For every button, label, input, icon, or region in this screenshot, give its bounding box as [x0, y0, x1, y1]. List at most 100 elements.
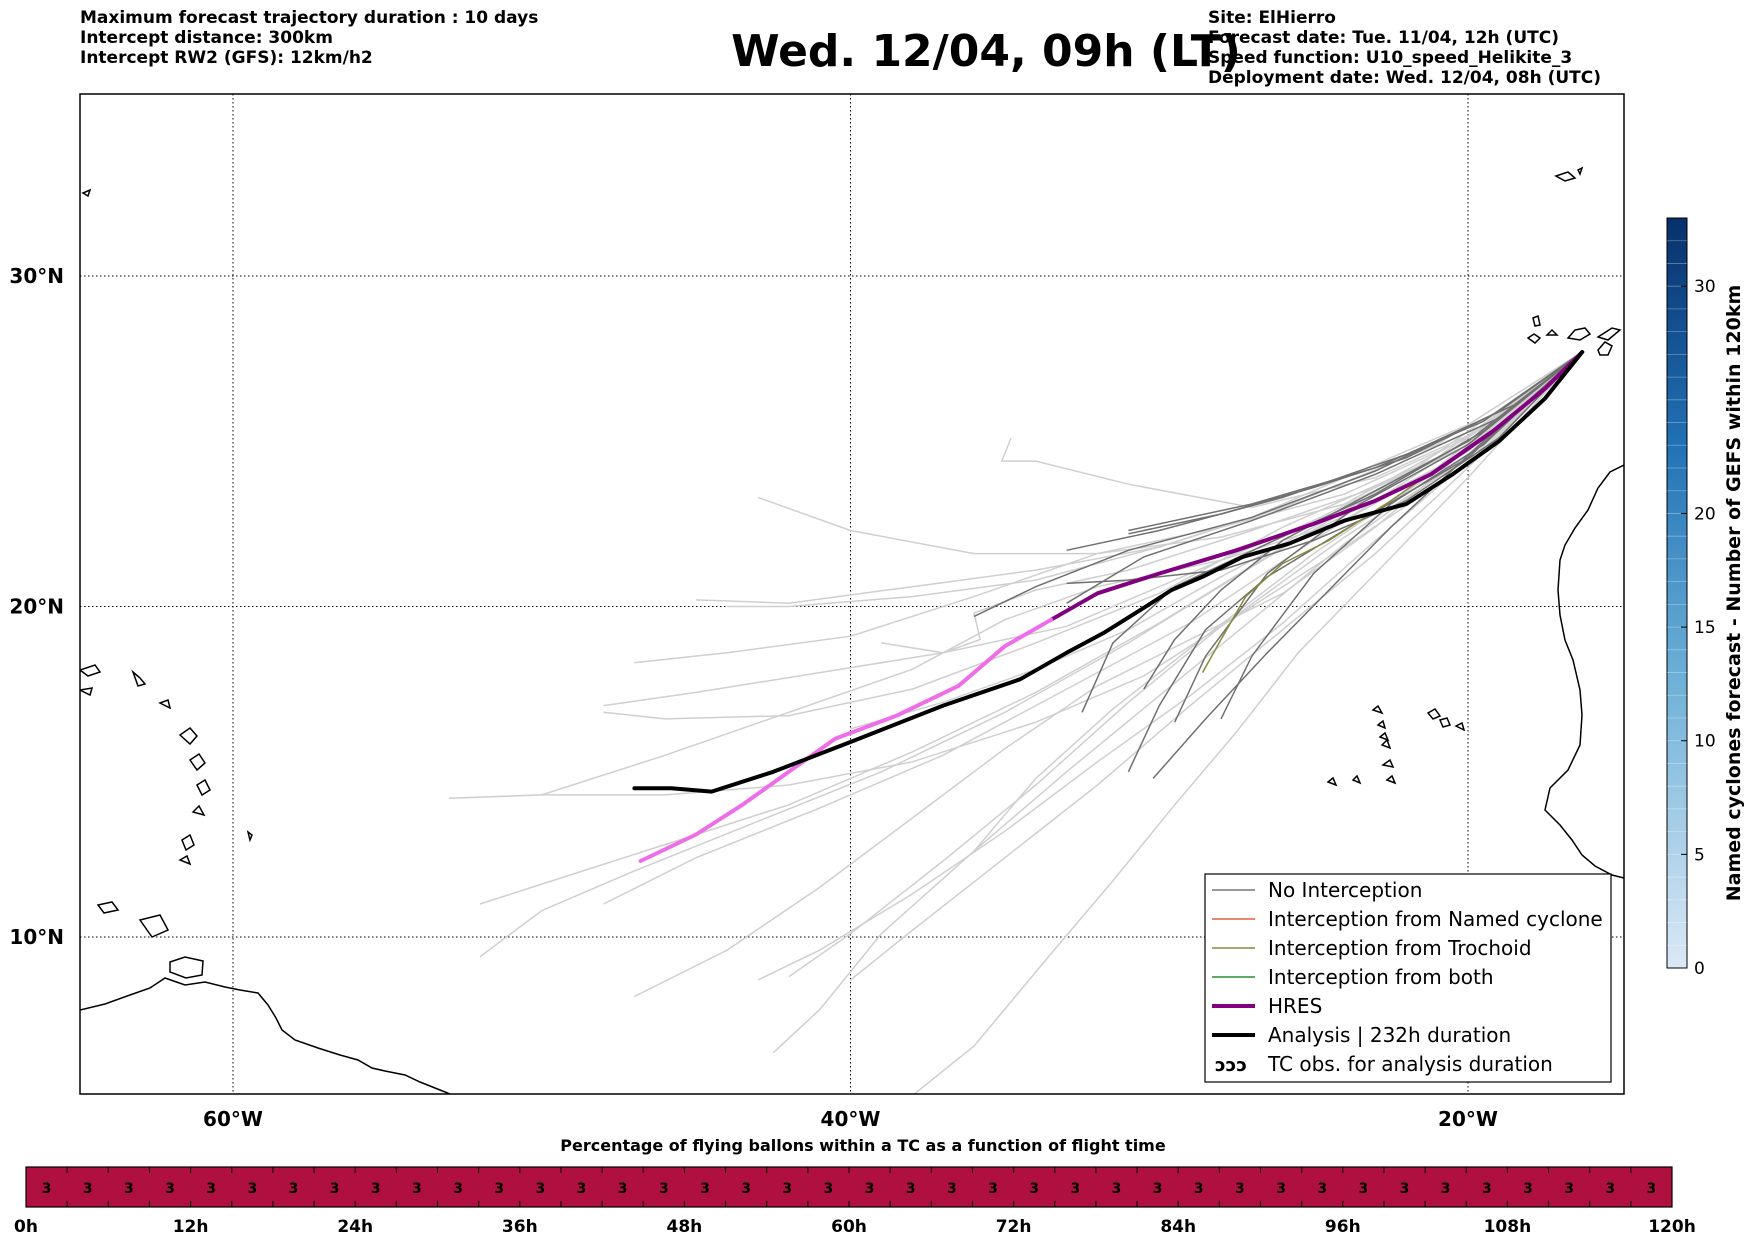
coastline-cape-verde-8: [1381, 758, 1395, 769]
lat-tick-label: 30°N: [9, 264, 64, 288]
ensemble-trajectory-faint: [913, 351, 1583, 1094]
lon-tick-label: 40°W: [821, 1107, 881, 1131]
legend-label: Interception from Named cyclone: [1268, 907, 1603, 931]
lat-tick-label: 10°N: [9, 925, 64, 949]
colorbar-tick-label: 5: [1694, 845, 1705, 865]
coastline-antilles-11: [158, 699, 172, 710]
coastline-canary-6: [1532, 314, 1541, 327]
coastline-island-a: [138, 914, 170, 938]
timeline-cell-value: 3: [1564, 1181, 1574, 1197]
colorbar-tick-label: 15: [1694, 618, 1716, 638]
timeline-cell-value: 3: [700, 1181, 710, 1197]
ensemble-trajectory-faint: [479, 351, 1583, 958]
timeline-cell-value: 3: [1235, 1181, 1245, 1197]
timeline-cell-value: 3: [289, 1181, 299, 1197]
timeline-cell-value: 3: [124, 1181, 134, 1197]
coastline-canary-2: [1545, 328, 1559, 336]
timeline-cell-value: 3: [330, 1181, 340, 1197]
ensemble-trajectory: [1220, 351, 1583, 720]
legend-label: No Interception: [1268, 878, 1422, 902]
legend-label: Interception from Trochoid: [1268, 936, 1532, 960]
coastline-cape-verde-7: [1380, 738, 1392, 750]
timeline-cell-value: 3: [494, 1181, 504, 1197]
coastline-antilles-2: [188, 752, 206, 772]
analysis-trajectory: [632, 350, 1585, 794]
coastlines: [80, 166, 1624, 1094]
timeline-cell-value: 3: [1400, 1181, 1410, 1197]
legend-label: HRES: [1268, 994, 1322, 1018]
timeline-tick-label: 96h: [1325, 1217, 1361, 1237]
coastline-trinidad: [169, 956, 204, 979]
header-left: Maximum forecast trajectory duration : 1…: [80, 8, 538, 68]
legend: No Interception Interception from Named c…: [1204, 873, 1612, 1083]
timeline-cell-value: 3: [1317, 1181, 1327, 1197]
timeline-cell-value: 3: [1276, 1181, 1286, 1197]
colorbar: 0 5 10 15 20 30 Named cyclones forecast - Num…: [1666, 217, 1745, 979]
page-title: Wed. 12/04, 09h (LT): [731, 26, 1241, 77]
legend-item: Interception from Trochoid: [1212, 936, 1532, 960]
legend-item: Interception from Named cyclone: [1212, 907, 1603, 931]
coastline-cape-verde-10: [1326, 776, 1338, 787]
ensemble-trajectory-faint: [449, 351, 1583, 799]
ensemble-trajectory: [1152, 351, 1583, 779]
header-right: Site: ElHierro Forecast date: Tue. 11/04…: [1208, 8, 1601, 88]
legend-item: No Interception: [1212, 878, 1422, 902]
timeline-tick-label: 60h: [831, 1217, 867, 1237]
timeline-cell-value: 3: [1029, 1181, 1039, 1197]
ensemble-trajectory: [1066, 351, 1583, 585]
coastline-antilles-1: [178, 726, 198, 746]
legend-label: TC obs. for analysis duration: [1267, 1052, 1553, 1076]
timeline-cell-value: 3: [247, 1181, 257, 1197]
timeline-cell-value: 3: [988, 1181, 998, 1197]
colorbar-ticks: 0 5 10 15 20 30: [1681, 277, 1716, 979]
coastline-cape-verde-3: [1454, 721, 1466, 732]
coastline-antilles-12: [81, 188, 92, 198]
timeline-tick-label: 12h: [173, 1217, 209, 1237]
ensemble-trajectory-faint: [1000, 351, 1583, 509]
timeline-title: Percentage of flying ballons within a TC…: [560, 1136, 1166, 1155]
timeline-cell-value: 3: [1070, 1181, 1080, 1197]
colorbar-gradient: [1666, 217, 1688, 969]
timeline-tick-label: 72h: [996, 1217, 1032, 1237]
header-left-line-1: Maximum forecast trajectory duration : 1…: [80, 8, 539, 28]
lat-tick-label: 20°N: [9, 595, 64, 619]
coastline-canary-1: [1526, 333, 1542, 344]
timeline-tick-label: 36h: [502, 1217, 538, 1237]
ensemble-trajectory-faint: [603, 351, 1583, 720]
timeline-cell-value: 3: [741, 1181, 751, 1197]
legend-item: Interception from both: [1212, 965, 1494, 989]
timeline-cell-value: 3: [1194, 1181, 1204, 1197]
timeline-cell-value: 3: [1112, 1181, 1122, 1197]
header-right-deployment-date: Deployment date: Wed. 12/04, 08h (UTC): [1208, 68, 1602, 88]
timeline-cell-value: 3: [906, 1181, 916, 1197]
timeline-bar: 3 3 3 3 3 3 3 3 3 3 3 3 3 3 3 3 3 3 3 3 3 3 3 3 3 3 3 3 3 3 3 3 3 3 3 3 3 3 3 3…: [14, 1166, 1696, 1237]
latitude-tick-labels: 10°N 20°N 30°N: [9, 264, 64, 949]
longitude-tick-labels: 60°W 40°W 20°W: [203, 1107, 1498, 1131]
header-right-site: Site: ElHierro: [1208, 8, 1336, 28]
ensemble-trajectory-faint: [850, 351, 1583, 981]
timeline-cell-value: 3: [1605, 1181, 1615, 1197]
map-frame: [79, 93, 1625, 1095]
timeline-cell-value: 3: [165, 1181, 175, 1197]
colorbar-tick-label: 30: [1694, 277, 1716, 297]
timeline-tick-label: 108h: [1484, 1217, 1532, 1237]
header-right-forecast-date: Forecast date: Tue. 11/04, 12h (UTC): [1208, 28, 1559, 48]
analysis-line: [632, 350, 1585, 794]
coastline-cape-verde-5: [1376, 719, 1387, 730]
hres-line-extended: [638, 617, 1054, 863]
coastline-madeira: [1554, 171, 1577, 182]
timeline-cell-value: 3: [782, 1181, 792, 1197]
legend-box: [1204, 873, 1612, 1083]
lon-tick-label: 60°W: [203, 1107, 263, 1131]
coastline-antilles-10: [131, 669, 147, 687]
coastline-antilles-3: [196, 778, 211, 797]
coastline-canary-3: [1566, 327, 1592, 341]
legend-label: Interception from both: [1268, 965, 1494, 989]
map-area[interactable]: No Interception Interception from Named c…: [80, 94, 1624, 1096]
timeline-cell-value: 3: [824, 1181, 834, 1197]
timeline-cell-value: 3: [659, 1181, 669, 1197]
header-left-line-2: Intercept distance: 300km: [80, 28, 333, 48]
colorbar-tick-label: 10: [1694, 732, 1716, 752]
ensemble-trajectory: [1174, 351, 1583, 723]
